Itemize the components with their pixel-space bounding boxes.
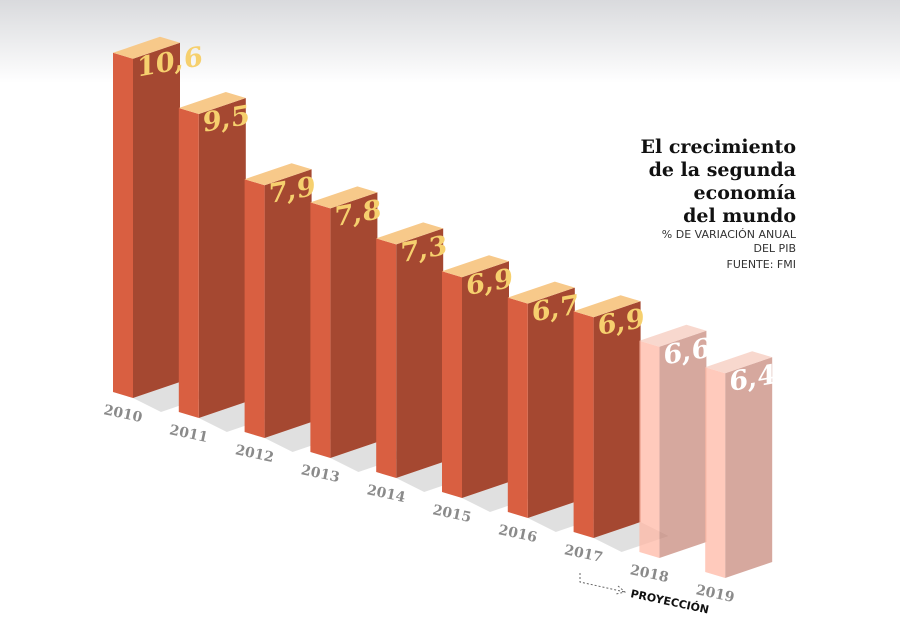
x-tick-label: 2013 — [300, 462, 341, 486]
x-tick-label: 2010 — [102, 402, 144, 426]
bar-front — [244, 179, 265, 438]
bar-top — [376, 222, 444, 245]
title-block: El crecimiento de la segunda economía de… — [641, 136, 797, 271]
bar-side — [198, 98, 246, 418]
bar-front — [376, 238, 397, 478]
bar-front — [639, 340, 660, 558]
bar-top — [507, 281, 575, 304]
bar-front — [310, 202, 331, 458]
bar-side — [659, 330, 707, 558]
x-tick-label: 2019 — [694, 582, 735, 606]
x-tick-label: 2018 — [629, 562, 670, 586]
title-line: economía — [694, 182, 796, 204]
bar-top — [113, 36, 180, 59]
bar-side — [264, 169, 312, 438]
x-tick-label: 2017 — [563, 542, 604, 566]
bar-side — [527, 287, 575, 518]
bar-top — [244, 163, 312, 186]
bar-top — [639, 324, 707, 347]
bar-front — [573, 311, 594, 538]
subtitle-line: DEL PIB — [754, 242, 796, 255]
bar-top — [310, 186, 378, 209]
subtitle-line: % DE VARIACIÓN ANUAL — [662, 228, 797, 241]
bar-side — [725, 357, 773, 578]
x-tick-label: 2015 — [431, 502, 472, 526]
projection-arrow — [579, 573, 627, 595]
x-tick-label: 2016 — [497, 522, 538, 546]
bar-side — [330, 192, 378, 458]
bar-top — [178, 92, 246, 114]
bars: 10,620109,520117,920127,820137,320146,92… — [102, 36, 776, 606]
bar-top — [573, 295, 641, 318]
title-line: de la segunda — [649, 159, 796, 181]
title-line: El crecimiento — [641, 136, 796, 158]
bar-front — [113, 52, 133, 399]
bar-side — [462, 261, 509, 498]
bar-side — [396, 228, 444, 478]
title-line: del mundo — [683, 205, 796, 227]
bar-front — [507, 297, 528, 518]
bar-front — [178, 108, 199, 418]
bar-top — [442, 255, 509, 278]
bar-top — [705, 351, 773, 374]
x-tick-label: 2011 — [168, 422, 209, 446]
source: FUENTE: FMI — [727, 258, 797, 271]
bar-front — [442, 271, 462, 498]
x-tick-label: 2012 — [234, 442, 275, 466]
bar-front — [705, 367, 726, 578]
bar-side — [593, 301, 641, 538]
x-tick-label: 2014 — [365, 482, 407, 506]
bar-side — [133, 42, 180, 399]
